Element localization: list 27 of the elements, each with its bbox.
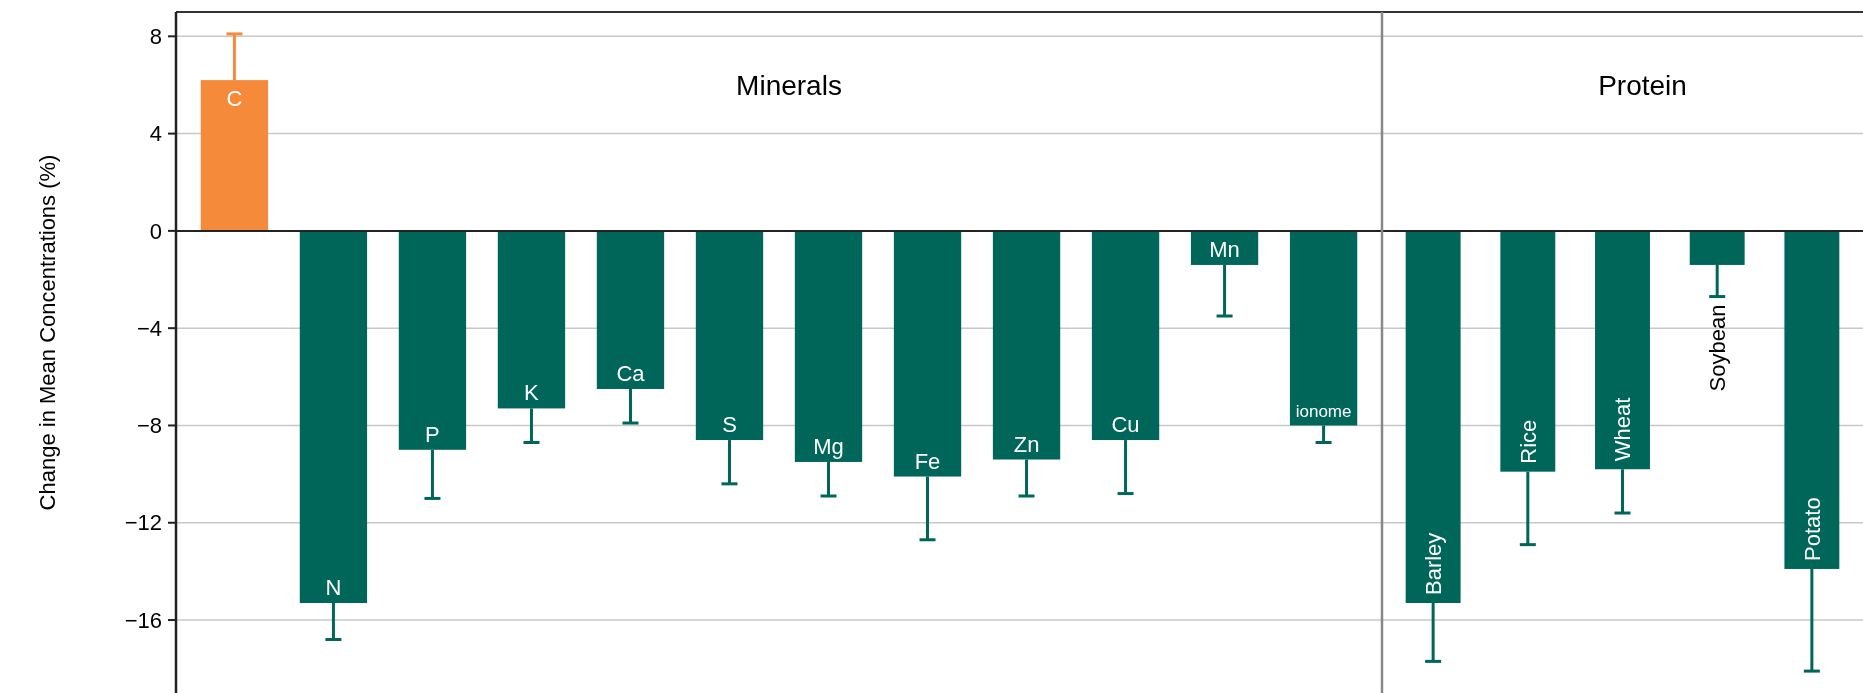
x-tick-label: P: [425, 421, 440, 447]
category-label: Barley: [1421, 532, 1447, 596]
x-tick-label: Mg: [813, 433, 844, 459]
y-tick-label: −8: [136, 413, 162, 439]
x-tick-label: S: [722, 412, 737, 438]
text: Minerals: [736, 69, 842, 101]
x-tick-label: N: [325, 575, 342, 601]
x-tick-label: Mn: [1209, 236, 1240, 262]
y-tick-label: 4: [149, 121, 162, 147]
category-label: Wheat: [1610, 397, 1636, 462]
y-axis-title: Change in Mean Concentrations (%): [35, 154, 60, 511]
x-tick-label: K: [524, 380, 540, 406]
x-tick-label: Fe: [914, 448, 941, 474]
x-tick-label: Ca: [616, 360, 646, 386]
y-tick-label: −16: [124, 607, 162, 633]
y-tick-label: 8: [149, 24, 162, 50]
x-tick-label: Zn: [1013, 431, 1040, 457]
y-tick-label: −4: [136, 315, 162, 341]
y-tick-label: −12: [124, 510, 162, 536]
x-tick-label: C: [226, 86, 243, 112]
category-label: Rice: [1515, 419, 1541, 464]
category-label: Soybean: [1705, 304, 1731, 392]
x-tick-label: ionome: [1295, 402, 1352, 422]
y-tick-label: 0: [149, 218, 162, 244]
x-tick-label: Cu: [1111, 412, 1140, 438]
text: Protein: [1598, 69, 1687, 101]
category-label: Potato: [1799, 497, 1825, 561]
